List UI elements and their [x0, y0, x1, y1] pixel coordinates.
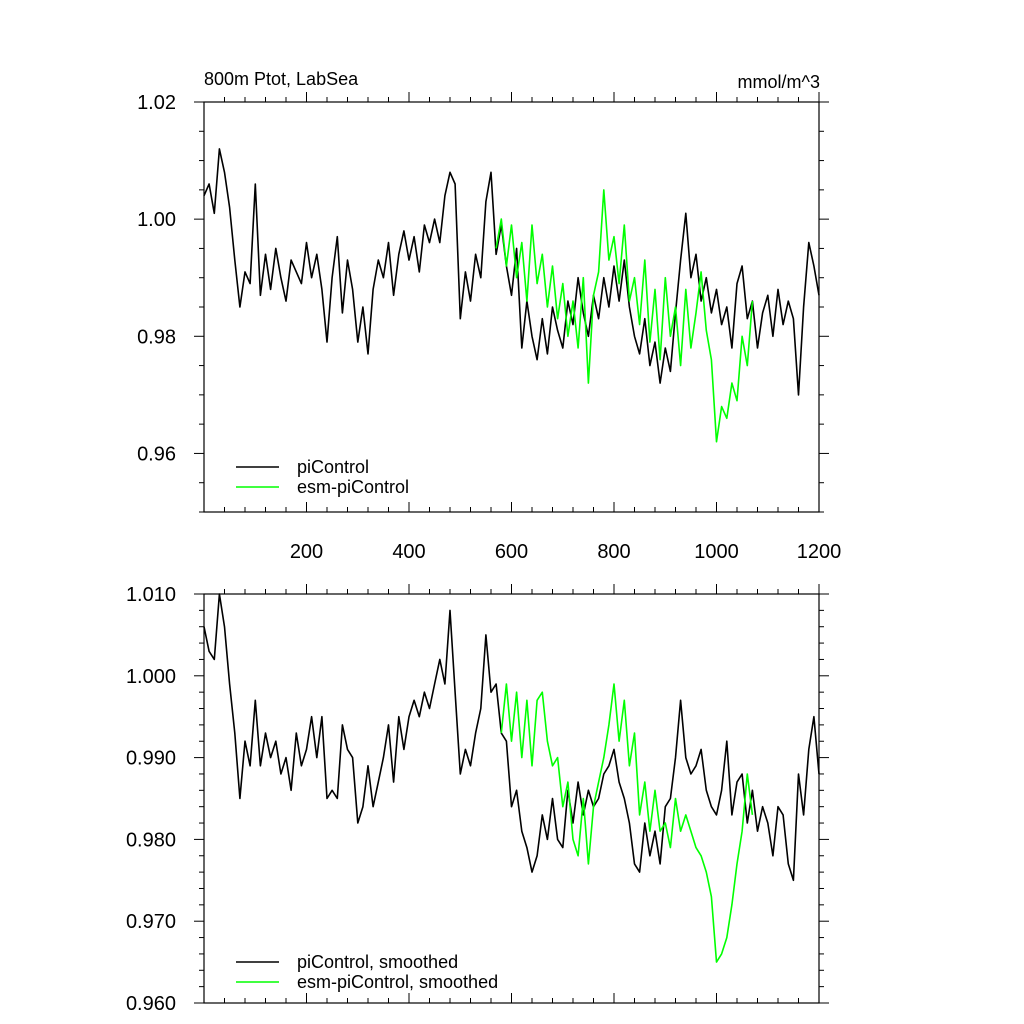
y-tick-label: 0.98 [137, 326, 176, 348]
x-tick-label: 1200 [797, 541, 842, 563]
y-tick-label: 0.980 [126, 829, 176, 851]
y-tick-label: 0.990 [126, 748, 176, 770]
series-line-picontrol [203, 148, 820, 396]
x-tick-label: 400 [392, 541, 425, 563]
y-tick-label: 0.960 [126, 993, 176, 1015]
y-tick-label: 1.02 [137, 92, 176, 114]
chart-title: 800m Ptot, LabSea [204, 69, 359, 89]
legend-label: esm-piControl, smoothed [297, 972, 498, 992]
y-tick-label: 1.010 [126, 584, 176, 606]
legend-label: esm-piControl [297, 477, 409, 497]
legend-label: piControl, smoothed [297, 952, 458, 972]
x-tick-label: 200 [290, 541, 323, 563]
y-tick-label: 0.970 [126, 911, 176, 933]
y-tick-label: 1.00 [137, 209, 176, 231]
units-label: mmol/m^3 [738, 72, 820, 92]
x-tick-label: 1000 [694, 541, 739, 563]
series-line-esm-picontrol [500, 683, 754, 963]
y-tick-label: 0.96 [137, 443, 176, 465]
legend-label: piControl [297, 457, 369, 477]
x-tick-label: 800 [597, 541, 630, 563]
series-line-picontrol [203, 593, 820, 882]
x-tick-label: 600 [495, 541, 528, 563]
series-line-esm-picontrol [495, 189, 754, 443]
y-tick-label: 1.000 [126, 666, 176, 688]
